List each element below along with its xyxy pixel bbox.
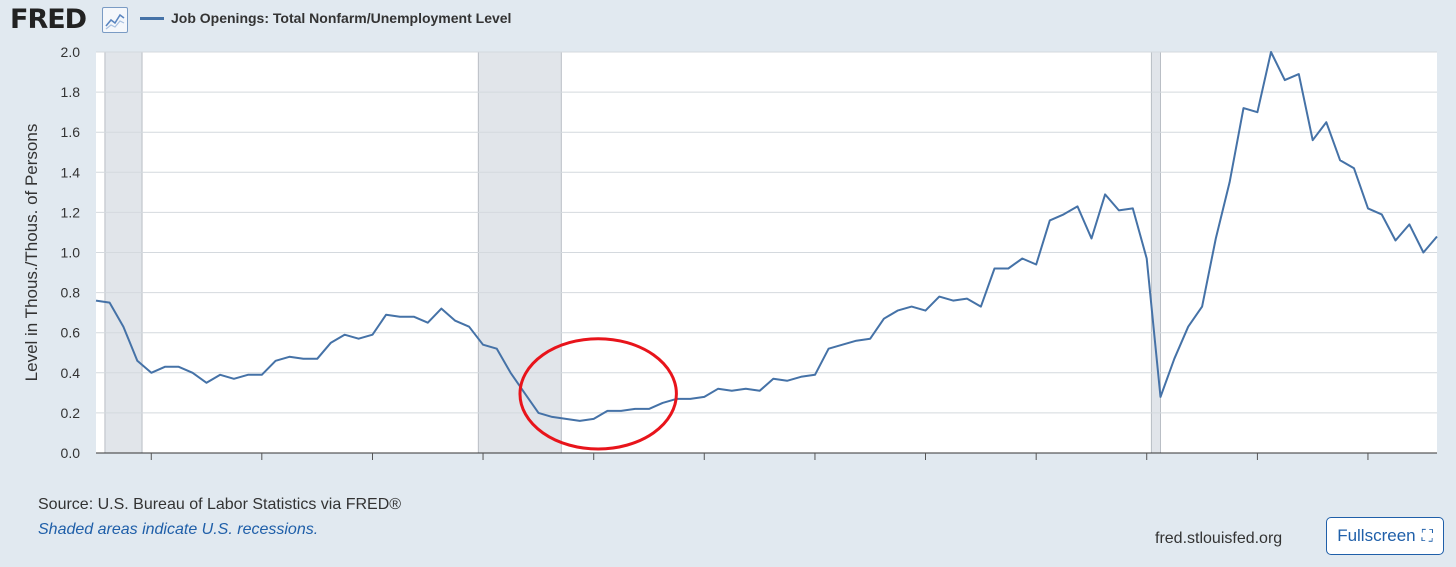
y-tick-label: 1.2 [61,204,81,220]
chart-gridlines [96,51,1437,454]
expand-icon: ⛶ [1421,526,1433,545]
x-tick-label: 2014 [799,464,830,466]
x-tick-label: 2004 [246,464,277,466]
x-tick-label: 2002 [136,464,167,466]
x-tick-label: 2012 [689,464,720,466]
fred-logo[interactable]: FRED [10,4,87,35]
x-tick-label: 2018 [1021,464,1052,466]
annotation-layer [518,337,678,451]
chart-header: FRED Job Openings: Total Nonfarm/Unemplo… [0,0,1456,40]
x-tick-label: 2024 [1352,464,1383,466]
site-url[interactable]: fred.stlouisfed.org [1155,530,1283,547]
x-tick-label: 2006 [357,464,388,466]
recession-note: Shaded areas indicate U.S. recessions. [38,521,319,538]
y-tick-label: 1.0 [61,245,81,261]
y-tick-label: 1.6 [61,124,81,140]
source-note: Source: U.S. Bureau of Labor Statistics … [38,496,402,513]
annotation-ellipse [518,337,678,451]
y-tick-label: 1.4 [61,164,81,180]
y-tick-label: 1.8 [61,84,81,100]
y-tick-label: 0.6 [61,325,81,341]
fullscreen-button[interactable]: Fullscreen ⛶ [1326,517,1444,555]
chart-legend: Job Openings: Total Nonfarm/Unemployment… [140,10,511,26]
x-tick-label: 2022 [1242,464,1273,466]
y-tick-label: 0.2 [61,405,81,421]
y-tick-label: 0.8 [61,285,81,301]
series-line [95,51,1438,422]
x-tick-label: 2008 [467,464,498,466]
y-tick-label: 0.0 [61,445,81,461]
legend-label: Job Openings: Total Nonfarm/Unemployment… [171,10,512,26]
x-tick-label: 2016 [910,464,941,466]
line-chart-icon[interactable] [102,7,128,33]
x-axis-ticks: 2002 2004 2006 2008 2010 2012 2014 2016 2018 2020… [136,453,1384,466]
series-lines [95,51,1438,422]
fullscreen-label: Fullscreen [1337,526,1416,545]
x-tick-label: 2020 [1131,464,1162,466]
y-axis-ticks: 0.0 0.2 0.4 0.6 0.8 1.0 1.2 1.4 1.6 1.8 2.0 [61,44,81,461]
legend-swatch [140,16,164,20]
y-tick-label: 0.4 [61,365,81,381]
line-chart: 0.00.20.40.60.81.01.21.41.61.82.0 200220… [22,44,1438,466]
y-tick-label: 2.0 [61,44,81,60]
x-tick-label: 2010 [578,464,609,466]
y-axis-label: Level in Thous./Thous. of Persons [22,124,41,382]
